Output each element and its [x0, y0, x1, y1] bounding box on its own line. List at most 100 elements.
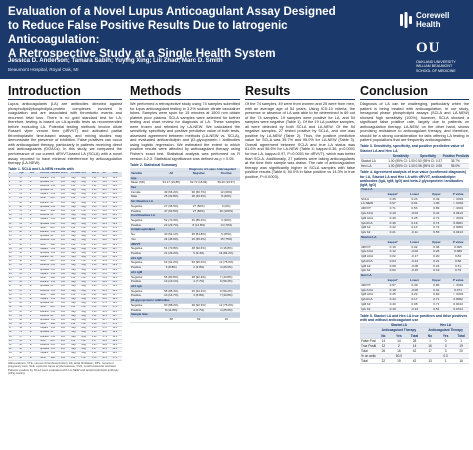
- table1-cell: 68: [18, 230, 29, 236]
- table1-cell: Warfarin: [39, 201, 50, 206]
- table4-cell: 0.02: [381, 268, 404, 275]
- table1-cell: 22: [8, 263, 19, 269]
- table5-row: Total 26 16 42 17 3 20: [360, 348, 469, 354]
- table1-cell: 12: [8, 222, 19, 227]
- table4-cell: 0.31: [447, 264, 469, 270]
- table1-cell: Rivaroxaban: [39, 184, 50, 190]
- table1-cell: 42: [18, 318, 29, 324]
- table4-cell: 0.08: [381, 264, 404, 270]
- table5-cell: True Positive: [360, 343, 376, 349]
- table4-cell: IgM ACA: [360, 292, 382, 299]
- table1-header-cell: Age: [18, 172, 29, 177]
- table1-cell: AF: [49, 255, 60, 261]
- table1-cell: M: [28, 310, 40, 315]
- table1-cell: 1.29: [90, 335, 102, 340]
- table1-cell: M: [28, 213, 40, 219]
- table1-cell: 41: [8, 343, 19, 349]
- table4-cell: < .0001: [447, 197, 469, 203]
- table1-cell: 46.2: [101, 188, 112, 194]
- table1-cell: Pos: [59, 339, 71, 345]
- table1-header-cell: #: [8, 172, 19, 177]
- table4-cell: 0.67: [381, 283, 404, 289]
- ou-logo-subtitle: OAKLAND UNIVERSITY WILLIAM BEAUMONT SCHO…: [416, 60, 456, 73]
- table1-row: 33 56 M Warfarin VTE Pos Neg Neg 1.36 50.1 40.1: [8, 310, 122, 315]
- table1-cell: Neg: [80, 284, 91, 290]
- table1-cell: 10: [8, 213, 19, 219]
- table1-cell: 48.8: [101, 330, 112, 336]
- table2-cell: 35 (64.8%): [185, 232, 213, 238]
- table1-cell: 37.2: [111, 322, 122, 328]
- table4-row: SCLA 0.36 0.23 0.49 < .0001: [360, 197, 469, 203]
- table1-cell: Neg: [70, 284, 81, 290]
- table2-cell: 25 (33.8%): [157, 194, 185, 201]
- table4-cell: IgM ACA: [360, 216, 382, 222]
- table1-cell: VTE: [49, 247, 60, 252]
- table3-header-cell: Positive Predictive Value: [441, 153, 469, 159]
- table4-cell: IgM b2: [360, 302, 382, 308]
- results-text: Of the 74 samples, 49 were from women an…: [245, 102, 355, 179]
- table1-cell: 49.6: [101, 343, 112, 349]
- table4-row: IgM ACA 0.49 0.25 0.72 < .0001: [360, 216, 469, 222]
- table1-cell: 45.9: [101, 205, 112, 211]
- table1-cell: 48.6: [101, 247, 112, 252]
- table1-cell: 38.2: [111, 176, 122, 181]
- table2-cell: 18 (33.3%): [185, 194, 213, 201]
- table2-cell: 27 (50%): [185, 204, 213, 210]
- table1-cell: Neg: [80, 272, 91, 278]
- table2-section-label: Sex: [130, 185, 240, 191]
- table2-header-cell: Positive: [212, 171, 240, 177]
- table5-header-cell: [360, 327, 376, 334]
- table1-cell: 35: [8, 318, 19, 324]
- table1-cell: 37: [18, 335, 29, 340]
- table1-row: 40 53 F None RPL Pos Pos Pos 1.57 54.5 36.8: [8, 339, 122, 345]
- table3-cell: Stactot LA: [360, 158, 388, 164]
- table1-cell: Neg: [70, 280, 81, 286]
- table2-cell: 55 (80.9%): [157, 275, 185, 281]
- table1-cell: 21: [8, 259, 19, 265]
- table2-section-row: dRVVT: [130, 242, 240, 248]
- table1-cell: 65: [18, 343, 29, 349]
- table4-row: IgG b2 0.19 -0.13 0.51 0.0724: [360, 307, 469, 313]
- table1-cell: 47: [18, 297, 29, 303]
- table1-cell: Neg: [80, 301, 91, 307]
- table4-cell: 0.86: [425, 283, 448, 289]
- table1-cell: F: [28, 314, 40, 319]
- table1-cell: 50.4: [101, 213, 112, 219]
- table4-cell: 0.0413: [447, 211, 469, 217]
- table4-cell: 0.91: [403, 201, 426, 208]
- table1-cell: AF: [49, 330, 60, 336]
- poster-title: Evaluation of a Novel Lupus Anticoagulan…: [8, 5, 336, 60]
- table1-cell: RPL: [49, 196, 60, 202]
- table4-row: dRVVT 0.19 0.02 0.36 0.005: [360, 245, 469, 251]
- table2-cell: 15 (75%): [212, 237, 240, 243]
- table1-cell: Apixaban: [39, 318, 50, 324]
- table1-cell: RPL: [49, 339, 60, 345]
- table2-header-row: Variable All Negative Positive: [130, 171, 240, 177]
- table3-cell: 95.0%: [441, 163, 469, 169]
- table1-cell: 60: [18, 322, 29, 328]
- table1-row: 36 60 M None SLE Pos Pos Pos 1.54 53.7 37.2: [8, 322, 122, 328]
- table1-cell: 1.33: [90, 263, 102, 269]
- table1-cell: VTE: [49, 297, 60, 303]
- table1-cell: Neg: [80, 263, 91, 269]
- table1-cell: Neg: [80, 351, 91, 357]
- methods-heading: Methods: [130, 84, 240, 100]
- table1-cell: Rivaroxaban: [39, 314, 50, 319]
- table1-cell: 9: [8, 209, 19, 215]
- table5-cell: 0.0: [437, 353, 454, 360]
- table1-cell: Neg: [80, 234, 91, 240]
- table1-cell: 56: [18, 310, 29, 315]
- table2-row: No 40 (54.1%) 35 (64.8%) 5 (25%): [130, 232, 240, 238]
- table1-cell: 1.30: [90, 326, 102, 332]
- table1-cell: F: [28, 259, 40, 265]
- table2-cell: 49 (94.2%): [185, 289, 213, 295]
- table1-cell: Pos: [59, 326, 71, 332]
- table1-cell: F: [28, 293, 40, 299]
- table1-cell: Neg: [70, 314, 81, 319]
- table4-cell: 0.84: [447, 254, 469, 260]
- table1-cell: CVA: [49, 263, 60, 269]
- table5-cell: [422, 353, 438, 360]
- table1-cell: Neg: [80, 247, 91, 252]
- table1-cell: 49.8: [101, 238, 112, 244]
- table2-cell: Positive: [130, 308, 158, 314]
